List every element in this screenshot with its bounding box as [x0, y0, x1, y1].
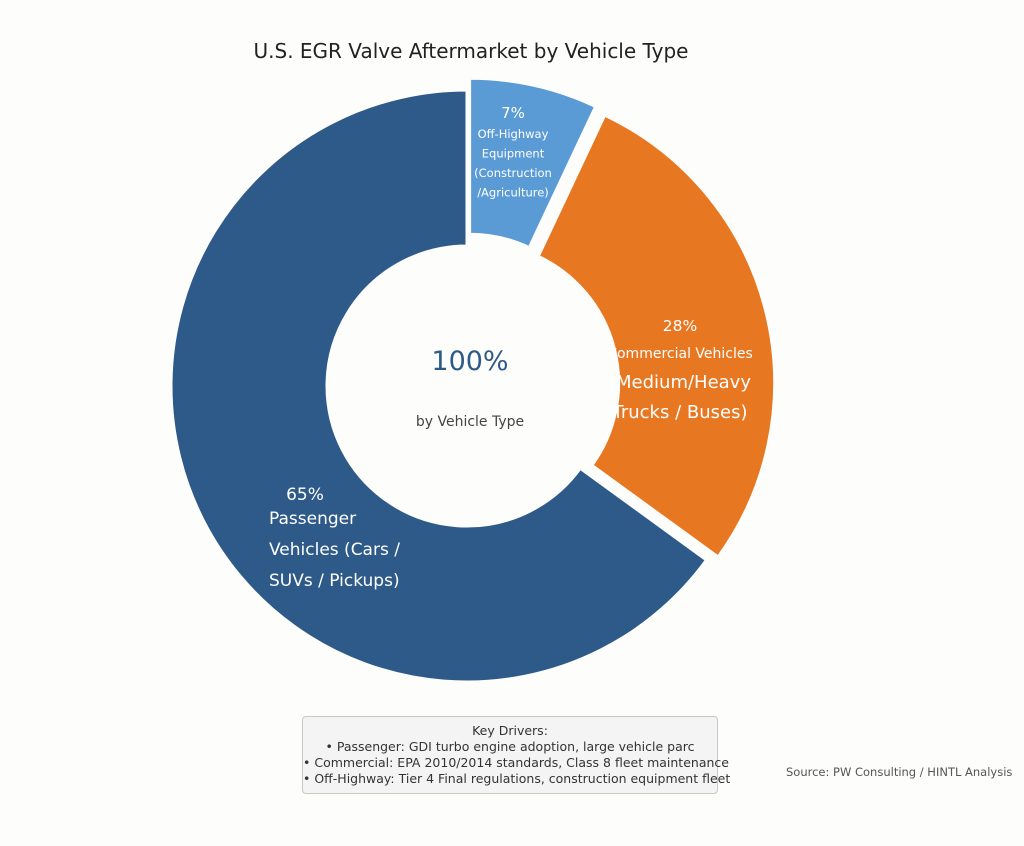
center-total-value: 100%: [431, 346, 508, 377]
source-note: Source: PW Consulting / HINTL Analysis: [786, 765, 1013, 779]
pie-slice-0: [468, 76, 598, 250]
pie-slice-1: [536, 113, 777, 560]
key-drivers-heading: Key Drivers:: [472, 723, 548, 738]
slice-name-label-0-line-3: /Agriculture): [477, 186, 549, 200]
slice-name-label-0-line-0: Off-Highway: [478, 127, 549, 141]
slice-pct-label-1: 28%: [663, 317, 697, 335]
slice-name-label-2-line-2: SUVs / Pickups): [269, 571, 400, 591]
slice-name-label-0-line-1: Equipment: [482, 147, 545, 161]
center-total-label: by Vehicle Type: [416, 414, 524, 430]
slice-name-label-0-line-2: (Construction: [474, 166, 552, 180]
slice-labels-group: 7% Off-Highway Equipment (Construction/Agri…: [269, 104, 753, 591]
chart-title: U.S. EGR Valve Aftermarket by Vehicle Ty…: [254, 39, 689, 63]
key-driver-passenger: • Passenger: GDI turbo engine adoption, …: [325, 739, 695, 754]
slice-name-label-1-line-1: (Medium/Heavy: [609, 372, 751, 393]
slices-group: [169, 76, 777, 684]
slice-name-label-2-line-0: Passenger: [269, 509, 356, 529]
key-drivers-box: Key Drivers: • Passenger: GDI turbo engi…: [302, 716, 731, 794]
pie-slice-2: [169, 88, 709, 684]
slice-name-label-1-line-0: Commercial Vehicles: [607, 346, 753, 362]
key-driver-commercial: • Commercial: EPA 2010/2014 standards, C…: [303, 755, 729, 770]
key-driver-offhighway: • Off-Highway: Tier 4 Final regulations,…: [303, 771, 731, 786]
slice-pct-label-2: 65%: [286, 485, 324, 505]
slice-name-label-1-line-2: Trucks / Buses): [612, 402, 748, 423]
slice-pct-label-0: 7%: [501, 104, 525, 122]
slice-name-label-2-line-1: Vehicles (Cars /: [269, 540, 400, 560]
